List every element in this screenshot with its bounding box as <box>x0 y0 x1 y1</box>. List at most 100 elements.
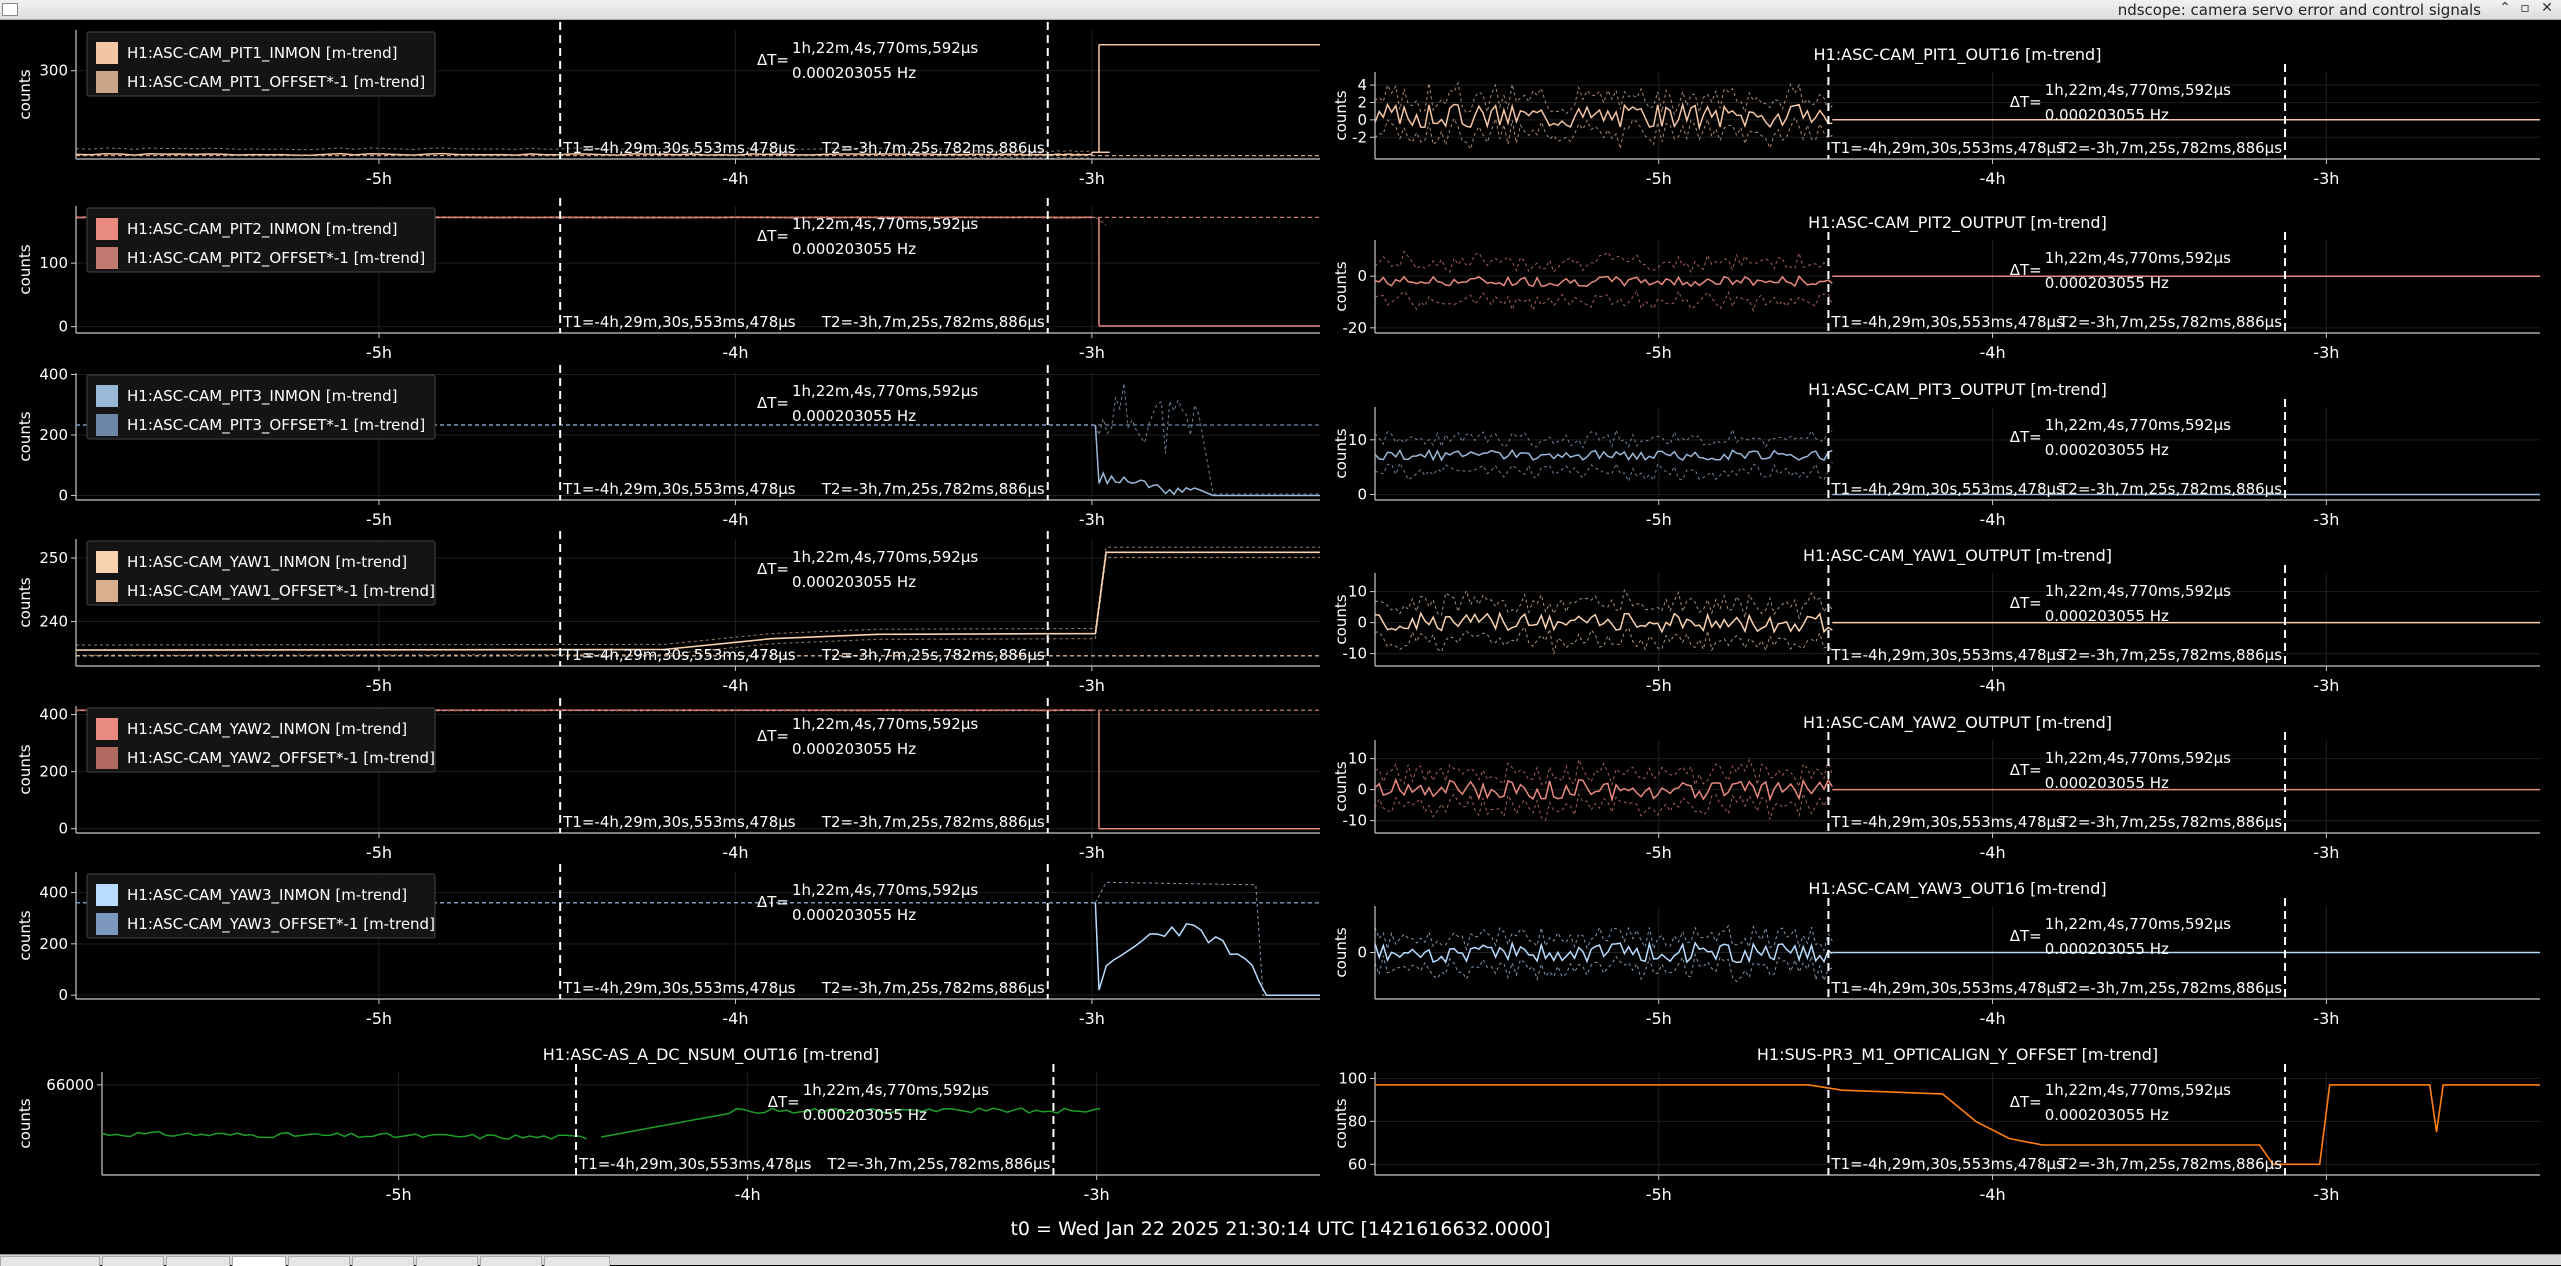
cursor-delta-label: ΔT= <box>757 227 789 245</box>
status-tab[interactable] <box>0 1256 100 1266</box>
plot-area[interactable] <box>1375 926 2540 982</box>
y-axis-label: counts <box>1332 1098 1350 1148</box>
x-tick-label: -3h <box>2313 169 2339 188</box>
close-icon[interactable]: ✕ <box>2539 0 2555 16</box>
y-axis-label: counts <box>1332 90 1350 140</box>
status-tab[interactable] <box>102 1256 164 1266</box>
cursor-t2-label: T2=-3h,7m,25s,782ms,886μs <box>821 313 1045 331</box>
y-axis-label: counts <box>16 69 34 119</box>
cursor-delta-time: 1h,22m,4s,770ms,592μs <box>2045 915 2231 933</box>
plot-panel-r2[interactable]: H1:ASC-CAM_PIT2_OUTPUT [m-trend]-200-5h-… <box>1332 213 2540 362</box>
x-tick-label: -5h <box>366 169 392 188</box>
status-tab[interactable] <box>288 1256 350 1266</box>
plot-panel-l2[interactable]: 0100-5h-4h-3hcountsT1=-4h,29m,30s,553ms,… <box>16 198 1320 362</box>
plot-title: H1:ASC-AS_A_DC_NSUM_OUT16 [m-trend] <box>543 1045 879 1065</box>
x-tick-label: -3h <box>1084 1185 1110 1204</box>
legend-swatch <box>96 247 118 269</box>
plot-panel-r6[interactable]: H1:ASC-CAM_YAW3_OUT16 [m-trend]0-5h-4h-3… <box>1332 879 2540 1028</box>
cursor-delta-time: 1h,22m,4s,770ms,592μs <box>792 881 978 899</box>
plot-title: H1:ASC-CAM_YAW2_OUTPUT [m-trend] <box>1803 713 2112 733</box>
plot-title: H1:SUS-PR3_M1_OPTICALIGN_Y_OFFSET [m-tre… <box>1757 1045 2158 1065</box>
x-tick-label: -5h <box>366 1009 392 1028</box>
cursor-t2-label: T2=-3h,7m,25s,782ms,886μs <box>2058 979 2282 997</box>
status-tab[interactable] <box>544 1256 610 1266</box>
minimize-icon[interactable]: ⌃ <box>2497 0 2513 16</box>
series-primary <box>102 1132 587 1139</box>
plot-panel-l4[interactable]: 240250-5h-4h-3hcountsT1=-4h,29m,30s,553m… <box>16 531 1320 695</box>
series-primary-max <box>1375 926 1832 950</box>
plot-title: H1:ASC-CAM_YAW1_OUTPUT [m-trend] <box>1803 546 2112 566</box>
legend-entry: H1:ASC-CAM_YAW3_OFFSET*-1 [m-trend] <box>127 915 435 934</box>
plot-panel-r4[interactable]: H1:ASC-CAM_YAW1_OUTPUT [m-trend]-10010-5… <box>1332 546 2540 695</box>
y-tick-label: 0 <box>1357 486 1367 504</box>
legend-entry: H1:ASC-CAM_YAW2_INMON [m-trend] <box>127 720 407 739</box>
cursor-t2-label: T2=-3h,7m,25s,782ms,886μs <box>821 139 1045 157</box>
series-primary-min <box>1375 794 1832 820</box>
plot-panel-l5[interactable]: 0200400-5h-4h-3hcountsT1=-4h,29m,30s,553… <box>16 698 1320 862</box>
cursor-t2-label: T2=-3h,7m,25s,782ms,886μs <box>2058 480 2282 498</box>
cursor-delta-freq: 0.000203055 Hz <box>792 740 916 758</box>
app-icon <box>2 3 18 16</box>
status-tab[interactable] <box>232 1256 286 1266</box>
legend-swatch <box>96 414 118 436</box>
x-tick-label: -3h <box>1079 510 1105 529</box>
plot-area[interactable] <box>1375 590 2540 654</box>
y-axis-label: counts <box>1332 761 1350 811</box>
cursor-delta-label: ΔT= <box>757 893 789 911</box>
plot-panel-r3[interactable]: H1:ASC-CAM_PIT3_OUTPUT [m-trend]010-5h-4… <box>1332 380 2540 529</box>
plot-area[interactable] <box>1375 251 2540 310</box>
plot-area[interactable] <box>102 1108 1100 1139</box>
y-tick-label: 240 <box>39 613 68 631</box>
plot-panel-l1[interactable]: 300-5h-4h-3hcountsT1=-4h,29m,30s,553ms,4… <box>16 22 1320 188</box>
plot-area[interactable] <box>1375 1085 2540 1164</box>
y-tick-label: 0 <box>58 820 68 838</box>
y-tick-label: 200 <box>39 763 68 781</box>
x-tick-label: -5h <box>1646 1009 1672 1028</box>
plot-title: H1:ASC-CAM_PIT1_OUT16 [m-trend] <box>1814 45 2102 65</box>
cursor-delta-label: ΔT= <box>757 394 789 412</box>
status-tab[interactable] <box>352 1256 414 1266</box>
plot-panel-r5[interactable]: H1:ASC-CAM_YAW2_OUTPUT [m-trend]-10010-5… <box>1332 713 2540 862</box>
series-primary-max <box>1095 882 1320 995</box>
series-primary <box>1375 105 1832 128</box>
y-axis-label: counts <box>1332 594 1350 644</box>
y-tick-label: 10 <box>1348 583 1367 601</box>
cursor-delta-time: 1h,22m,4s,770ms,592μs <box>792 39 978 57</box>
status-tab[interactable] <box>480 1256 542 1266</box>
cursor-delta-label: ΔT= <box>2010 761 2042 779</box>
plot-panel-r7[interactable]: H1:SUS-PR3_M1_OPTICALIGN_Y_OFFSET [m-tre… <box>1332 1045 2540 1204</box>
plot-panel-l3[interactable]: 0200400-5h-4h-3hcountsT1=-4h,29m,30s,553… <box>16 365 1320 529</box>
cursor-t2-label: T2=-3h,7m,25s,782ms,886μs <box>2058 313 2282 331</box>
legend-swatch <box>96 747 118 769</box>
x-tick-label: -4h <box>722 676 748 695</box>
cursor-t1-label: T1=-4h,29m,30s,553ms,478μs <box>562 646 796 664</box>
cursor-t2-label: T2=-3h,7m,25s,782ms,886μs <box>821 480 1045 498</box>
series-primary-min <box>1375 291 1832 311</box>
x-tick-label: -3h <box>2313 1009 2339 1028</box>
y-tick-label: 200 <box>39 935 68 953</box>
x-tick-label: -3h <box>2313 676 2339 695</box>
y-tick-label: 0 <box>1357 944 1367 962</box>
legend-swatch <box>96 718 118 740</box>
cursor-delta-freq: 0.000203055 Hz <box>2045 1106 2169 1124</box>
plot-panel-l7[interactable]: H1:ASC-AS_A_DC_NSUM_OUT16 [m-trend]66000… <box>16 1045 1320 1204</box>
x-tick-label: -3h <box>1079 169 1105 188</box>
y-tick-label: 400 <box>39 366 68 384</box>
status-tab[interactable] <box>166 1256 230 1266</box>
cursor-t2-label: T2=-3h,7m,25s,782ms,886μs <box>2058 646 2282 664</box>
cursor-delta-time: 1h,22m,4s,770ms,592μs <box>2045 416 2231 434</box>
y-axis-label: counts <box>16 1098 34 1148</box>
y-tick-label: 80 <box>1348 1112 1367 1130</box>
y-tick-label: 2 <box>1357 93 1367 111</box>
cursor-t1-label: T1=-4h,29m,30s,553ms,478μs <box>1830 1155 2064 1173</box>
maximize-icon[interactable]: ▫ <box>2517 0 2533 16</box>
plot-grid[interactable]: 300-5h-4h-3hcountsT1=-4h,29m,30s,553ms,4… <box>0 20 2561 1218</box>
plot-panel-r1[interactable]: H1:ASC-CAM_PIT1_OUT16 [m-trend]-2024-5h-… <box>1332 45 2540 188</box>
legend-entry: H1:ASC-CAM_YAW3_INMON [m-trend] <box>127 886 407 905</box>
series-primary <box>1095 425 1320 496</box>
y-tick-label: 10 <box>1348 750 1367 768</box>
plot-panel-l6[interactable]: 0200400-5h-4h-3hcountsT1=-4h,29m,30s,553… <box>16 864 1320 1028</box>
series-primary-min <box>1375 462 1832 481</box>
status-tab[interactable] <box>416 1256 478 1266</box>
x-tick-label: -5h <box>366 843 392 862</box>
